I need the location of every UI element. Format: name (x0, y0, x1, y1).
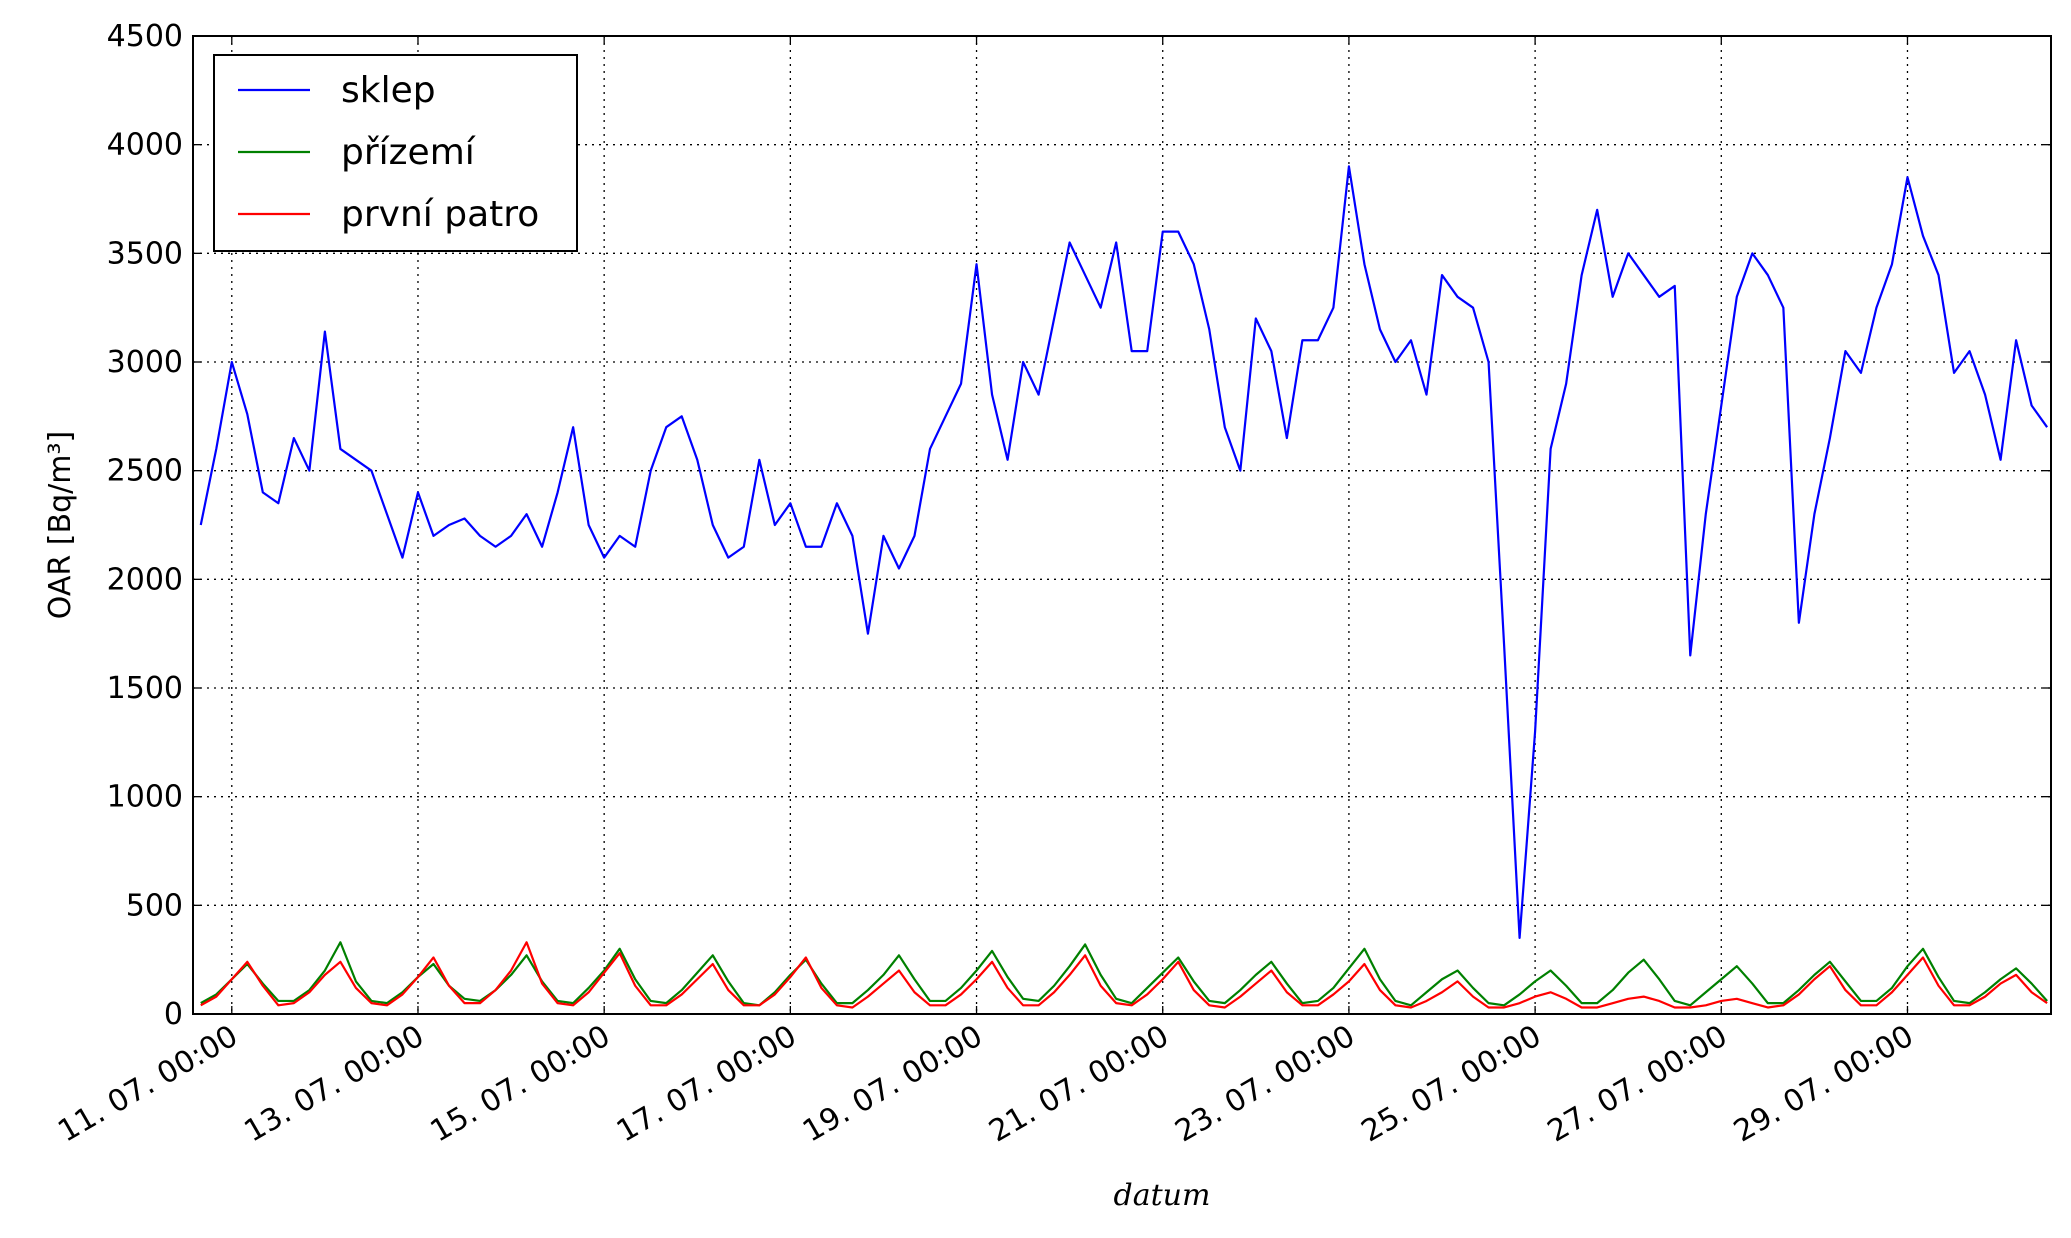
x-tick-label: 11. 07. 00:00 (52, 1019, 244, 1150)
y-tick-label: 0 (164, 997, 183, 1032)
y-tick-label: 500 (126, 888, 183, 923)
y-tick-label: 3500 (107, 236, 183, 271)
y-tick-label: 1500 (107, 671, 183, 706)
y-tick-label: 2500 (107, 454, 183, 489)
legend-label: sklep (341, 70, 436, 111)
y-tick-label: 3000 (107, 345, 183, 380)
x-tick-label: 13. 07. 00:00 (238, 1019, 430, 1150)
legend-label: přízemí (341, 132, 476, 173)
y-tick-label: 4000 (107, 128, 183, 163)
x-tick-label: 21. 07. 00:00 (983, 1019, 1175, 1150)
x-tick-label: 25. 07. 00:00 (1356, 1019, 1548, 1150)
y-tick-label: 4500 (107, 19, 183, 54)
x-tick-label: 19. 07. 00:00 (797, 1019, 989, 1150)
series-line (200, 941, 2048, 1009)
x-tick-label: 15. 07. 00:00 (425, 1019, 617, 1150)
y-tick-label: 1000 (107, 780, 183, 815)
legend: sklep přízemí první patro (213, 54, 578, 252)
plot-frame (192, 35, 2052, 1015)
x-tick-label: 29. 07. 00:00 (1728, 1019, 1920, 1150)
x-tick-label: 23. 07. 00:00 (1169, 1019, 1361, 1150)
legend-label: první patro (341, 194, 539, 235)
series-line (199, 165, 2049, 940)
x-tick-label: 27. 07. 00:00 (1542, 1019, 1734, 1150)
series-line (200, 941, 2048, 1007)
y-axis-label: OAR [Bq/m³] (43, 431, 78, 619)
x-axis-label: datum (1114, 1178, 1211, 1213)
x-tick-label: 17. 07. 00:00 (611, 1019, 803, 1150)
y-tick-label: 2000 (107, 562, 183, 597)
